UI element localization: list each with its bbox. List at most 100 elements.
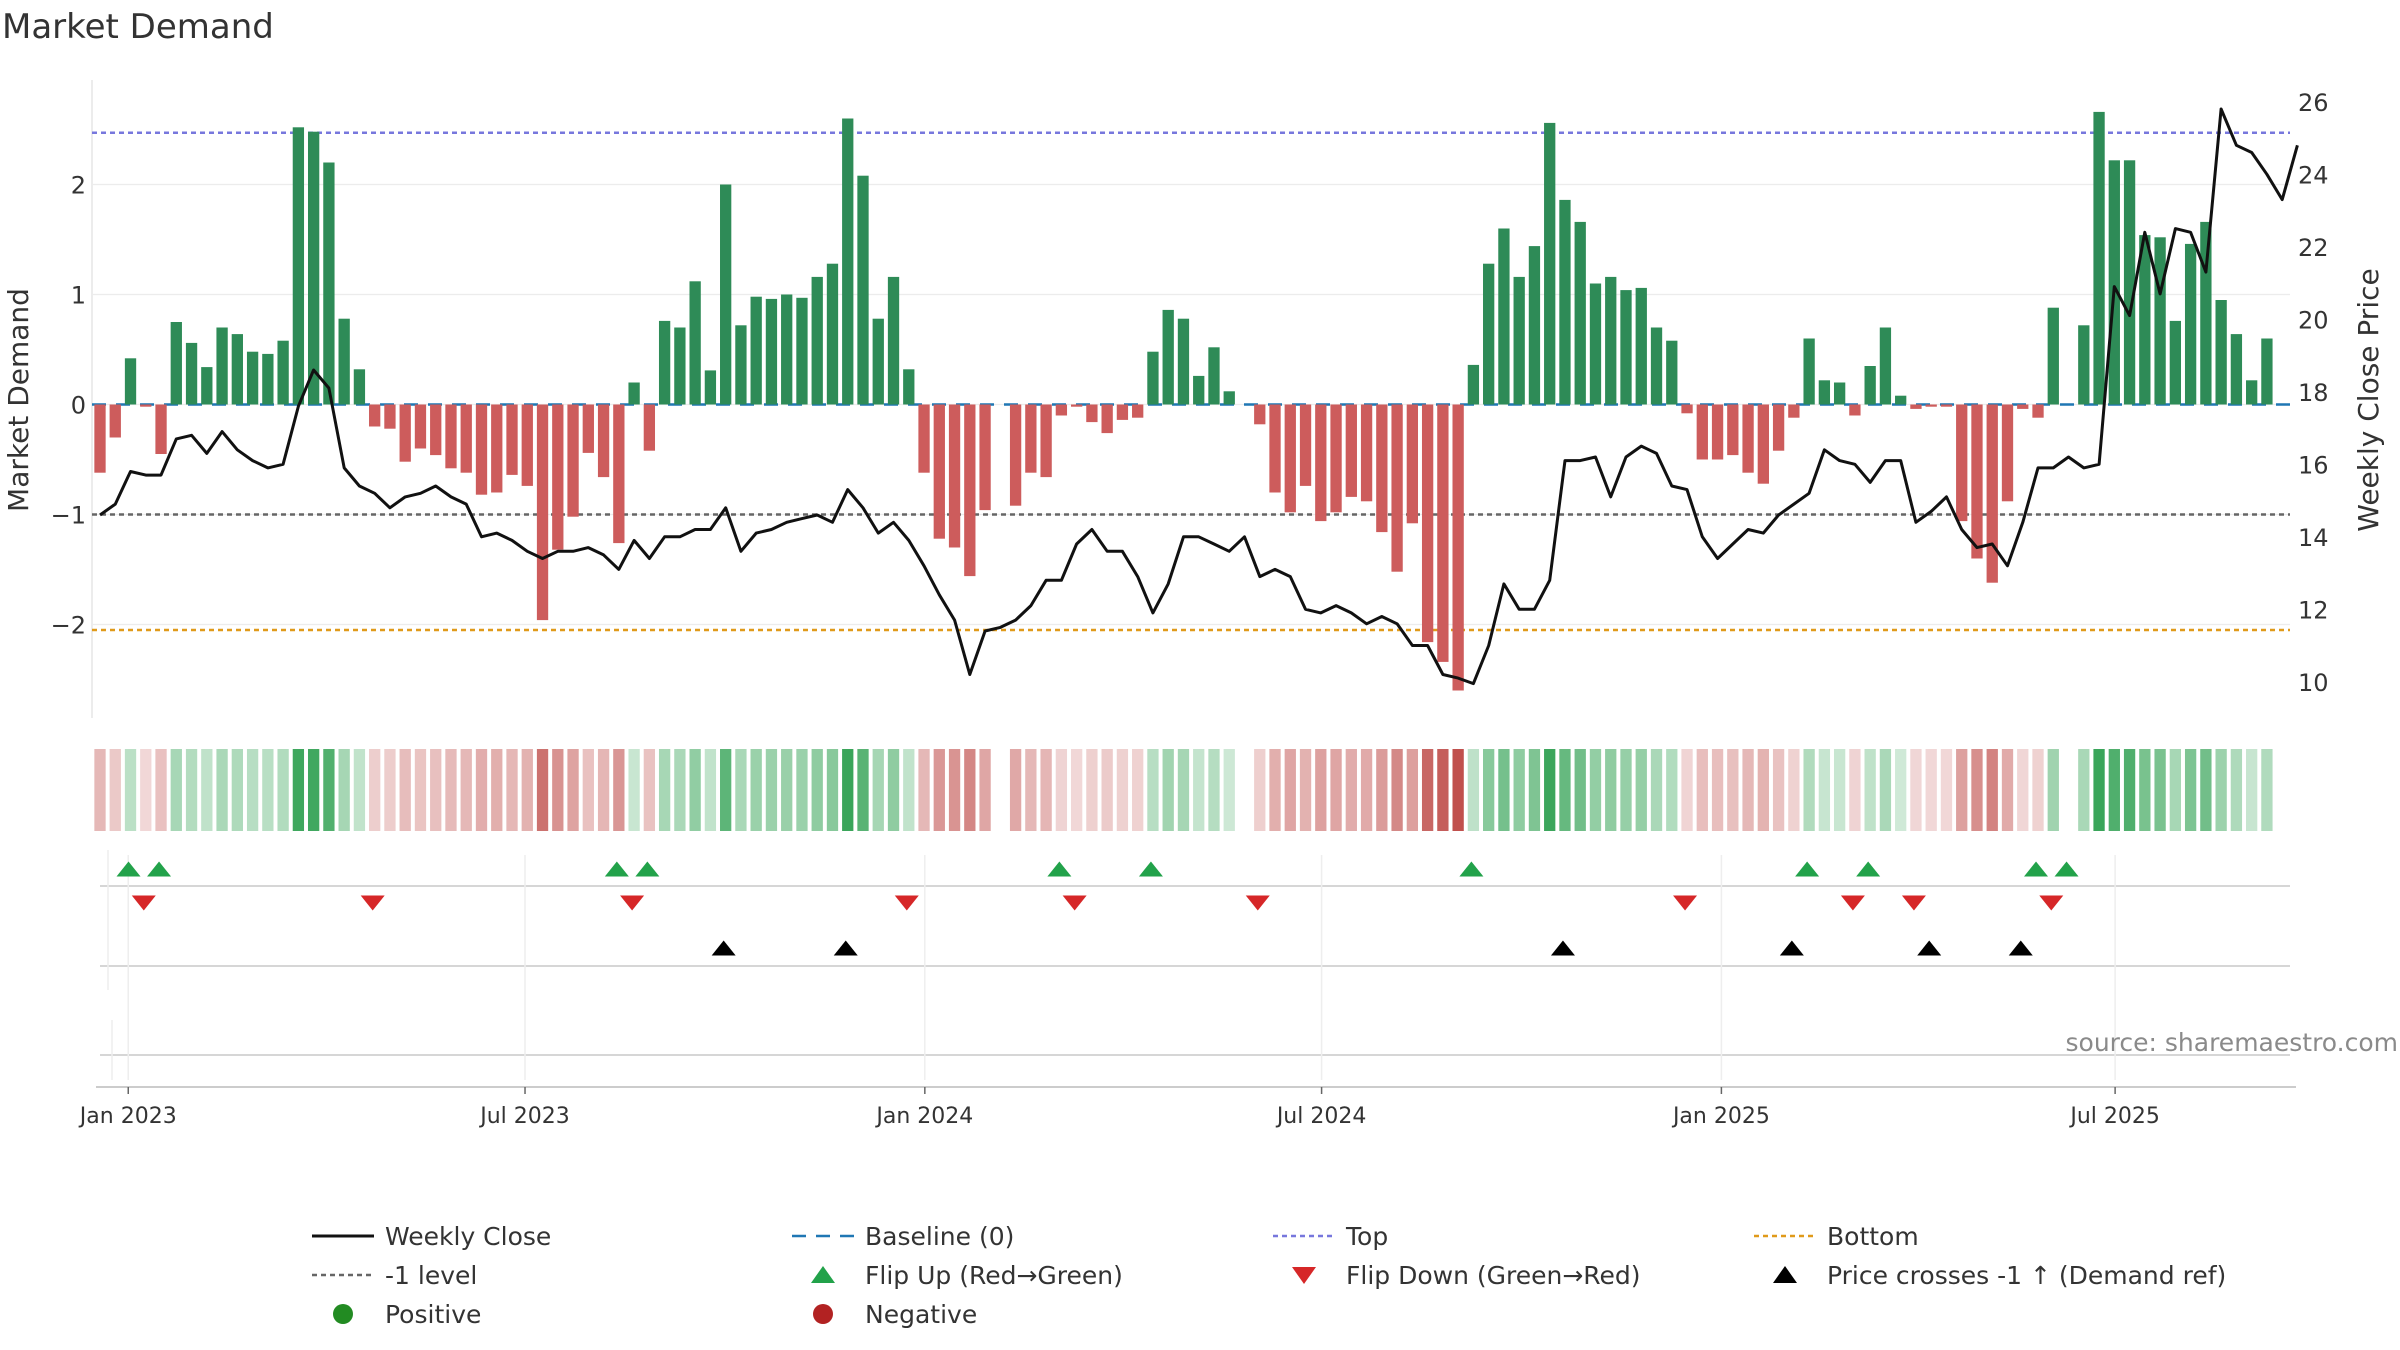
strip-cell	[1025, 749, 1037, 831]
demand-bar	[2246, 380, 2258, 405]
demand-bar	[369, 404, 381, 427]
strip-cell	[1620, 749, 1632, 831]
strip-cell	[1742, 749, 1754, 831]
demand-bar	[1711, 404, 1724, 460]
demand-bar	[2154, 237, 2166, 405]
right-y-ticks: 10 12 14 16 18 20 22 24 26	[2298, 89, 2329, 697]
demand-bar	[2215, 300, 2227, 405]
strip-cell	[796, 749, 808, 831]
strip-cell	[1895, 749, 1907, 831]
strip-cell	[140, 749, 152, 831]
strip-cell	[643, 749, 656, 831]
strip-cell	[1711, 749, 1724, 831]
strip-cell	[124, 749, 137, 831]
right-tick-label: 22	[2298, 234, 2329, 262]
demand-bar	[1574, 221, 1586, 405]
demand-bar	[2139, 235, 2151, 405]
x-tick-labels: Jan 2023 Jul 2023 Jan 2024 Jul 2024 Jan 2025…	[78, 1104, 2160, 1129]
strip-cell	[1803, 749, 1815, 831]
demand-bar	[536, 404, 549, 621]
weekly-close-line	[99, 107, 2299, 686]
demand-bar	[1101, 404, 1113, 434]
strip-cell	[1452, 749, 1464, 831]
demand-bar	[979, 404, 991, 511]
strip-cell	[2200, 749, 2212, 831]
demand-bar	[1452, 404, 1464, 691]
strip-cell	[1727, 749, 1739, 831]
strip-cell	[887, 749, 900, 831]
strip-cell	[353, 749, 366, 831]
demand-bar	[1116, 404, 1129, 420]
demand-bar	[964, 404, 976, 577]
demand-bar	[1498, 228, 1510, 405]
right-tick-label: 26	[2298, 89, 2329, 117]
strip-cell	[323, 749, 335, 831]
price-cross-marker	[1779, 940, 1804, 956]
flip-down-marker	[620, 895, 645, 911]
demand-bar	[933, 404, 945, 539]
legend-label: Flip Down (Green→Red)	[1346, 1261, 1641, 1290]
strip-cell	[1421, 749, 1434, 831]
demand-bar	[1818, 380, 1831, 405]
legend-flip-up-swatch	[811, 1266, 835, 1283]
x-tick-label: Jan 2025	[1671, 1104, 1770, 1129]
flip-down-marker	[2039, 895, 2064, 911]
demand-bar	[2078, 325, 2090, 405]
legend-label: Baseline (0)	[865, 1222, 1014, 1251]
strip-cell	[2184, 749, 2197, 831]
strip-cell	[109, 749, 121, 831]
strip-cell	[155, 749, 167, 831]
strip-cell	[170, 749, 182, 831]
x-tick-label: Jan 2023	[78, 1104, 177, 1129]
flip-down-marker	[131, 895, 156, 911]
demand-bar	[1086, 404, 1098, 423]
strip-cell	[2154, 749, 2166, 831]
demand-bar	[1681, 404, 1693, 414]
strip-cell	[1254, 749, 1266, 831]
strip-cell	[185, 749, 198, 831]
strip-cell	[94, 749, 106, 831]
demand-bar	[277, 340, 289, 405]
demand-bar	[1467, 364, 1480, 405]
right-tick-label: 20	[2298, 306, 2329, 334]
reference-lines	[92, 131, 2290, 632]
strip-cell	[1101, 749, 1113, 831]
demand-bar	[674, 327, 686, 405]
strip-cell	[445, 749, 457, 831]
demand-bar	[2001, 404, 2014, 502]
demand-bar	[1742, 404, 1754, 473]
demand-bar	[1833, 382, 1846, 405]
strip-cell	[1360, 749, 1373, 831]
left-tick-label: 0	[71, 392, 86, 420]
strip-cell	[216, 749, 228, 831]
legend-label: Positive	[385, 1300, 481, 1329]
strip-cell	[1483, 749, 1495, 831]
strip-cell	[475, 749, 488, 831]
demand-bar	[658, 320, 671, 405]
demand-bar	[643, 404, 656, 451]
demand-bar	[1986, 404, 1998, 583]
demand-bar	[323, 162, 335, 405]
strip-cell	[1391, 749, 1403, 831]
strip-cell	[933, 749, 945, 831]
strip-cell	[1772, 749, 1785, 831]
strip-cell	[765, 749, 778, 831]
demand-bar	[475, 404, 488, 495]
flip-down-marker	[1245, 895, 1270, 911]
left-tick-label: 1	[71, 282, 86, 310]
demand-bar	[1635, 287, 1647, 405]
flip-up-marker	[116, 861, 141, 877]
strip-cell	[1193, 749, 1205, 831]
strip-cell	[567, 749, 579, 831]
demand-bar	[1528, 246, 1541, 405]
strip-cell	[2246, 749, 2258, 831]
right-tick-label: 16	[2298, 451, 2329, 479]
strip-cell	[1589, 749, 1602, 831]
strip-cell	[506, 749, 518, 831]
strip-cell	[2215, 749, 2227, 831]
flip-down-marker	[360, 895, 385, 911]
strip-cell	[2047, 749, 2059, 831]
demand-heat-strip	[94, 749, 2273, 831]
strip-cell	[1788, 749, 1800, 831]
strip-cell	[1437, 749, 1449, 831]
